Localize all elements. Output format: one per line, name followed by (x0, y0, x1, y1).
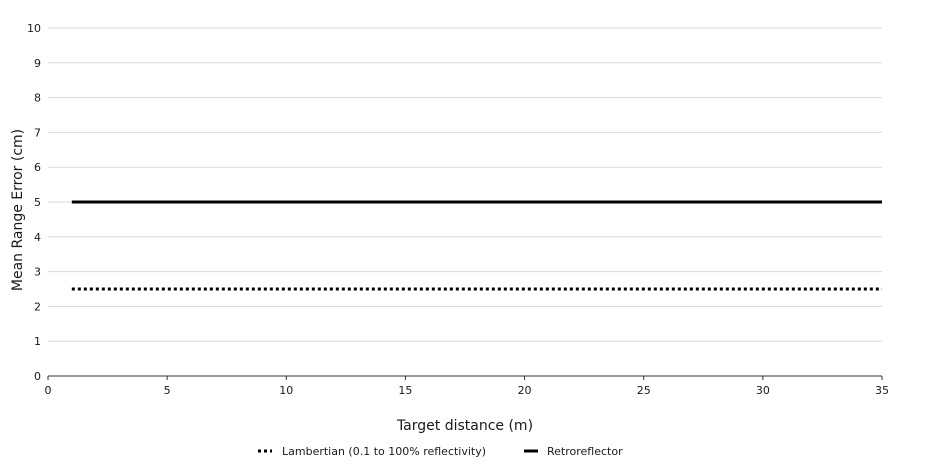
y-tick-label: 4 (34, 231, 41, 244)
y-tick-label: 5 (34, 196, 41, 209)
axes (47, 375, 883, 380)
x-tick-label: 30 (756, 384, 770, 397)
y-tick-label: 3 (34, 266, 41, 279)
x-tick-label: 5 (164, 384, 171, 397)
y-tick-label: 6 (34, 161, 41, 174)
grid-lines (48, 27, 882, 342)
y-tick-label: 2 (34, 300, 41, 313)
y-tick-label: 0 (34, 370, 41, 383)
x-tick-label: 25 (637, 384, 651, 397)
legend-label: Retroreflector (547, 445, 623, 458)
y-axis-title: Mean Range Error (cm) (10, 129, 26, 291)
tick-labels: 0 1 2 3 4 5 6 7 8 9 10 0 5 10 15 20 25 30 35 (27, 22, 889, 397)
legend-label: Lambertian (0.1 to 100% reflectivity) (282, 445, 486, 458)
x-tick-label: 35 (875, 384, 889, 397)
y-tick-label: 10 (27, 22, 41, 35)
y-tick-label: 8 (34, 92, 41, 105)
x-tick-label: 20 (518, 384, 532, 397)
data-series (71, 200, 882, 291)
y-tick-label: 7 (34, 126, 41, 139)
x-tick-label: 10 (279, 384, 293, 397)
y-tick-label: 1 (34, 335, 41, 348)
x-tick-label: 15 (398, 384, 412, 397)
y-tick-label: 9 (34, 57, 41, 70)
legend: Lambertian (0.1 to 100% reflectivity) Ret… (258, 445, 623, 458)
x-axis-title: Target distance (m) (396, 418, 533, 434)
x-tick-label: 0 (45, 384, 52, 397)
